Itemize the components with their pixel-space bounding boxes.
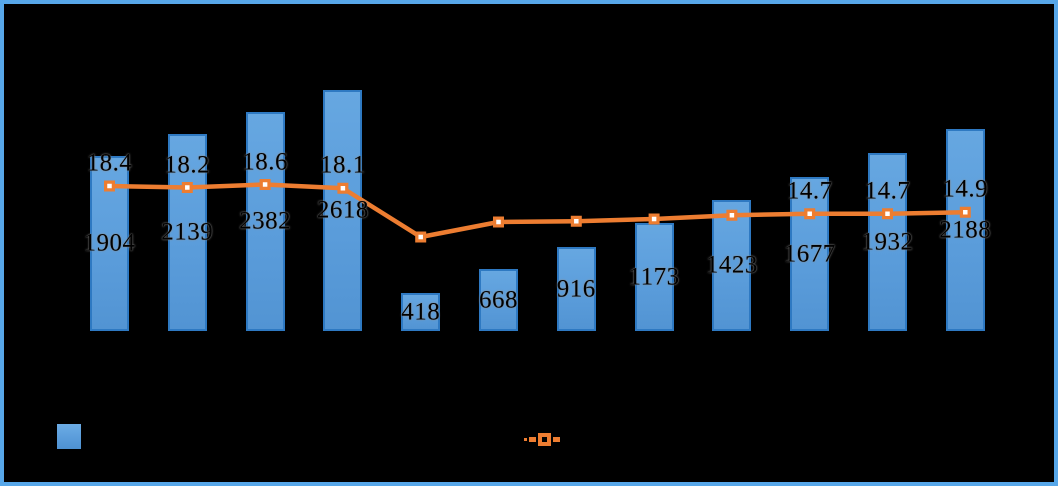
line-marker-center [107, 183, 112, 189]
bar-value-label: 418 [401, 298, 441, 326]
bar [323, 89, 363, 331]
line-marker-center [807, 211, 812, 216]
bar-value-label: 2382 [239, 207, 292, 235]
line-marker-center [340, 186, 346, 191]
legend-line-dash [553, 437, 560, 442]
legend-line-dot [524, 438, 527, 441]
line-value-label: 18.4 [86, 149, 133, 177]
line-marker-center [963, 210, 968, 215]
bar-value-label: 1423 [705, 251, 758, 279]
legend-line-marker-icon [538, 433, 551, 446]
bar [479, 269, 518, 331]
trend-line [109, 182, 966, 240]
line-marker-center [418, 234, 423, 240]
bar [790, 176, 830, 331]
line-marker-center [885, 211, 890, 216]
bar-value-label: 668 [479, 286, 518, 314]
legend-line-dash [529, 437, 536, 442]
bar-value-label: 1173 [628, 263, 680, 291]
legend-bar-swatch [57, 424, 81, 449]
bar-value-label: 2618 [316, 196, 369, 224]
bar [245, 111, 285, 331]
line-value-label: 18.1 [320, 151, 366, 179]
line-value-label: 18.6 [242, 148, 288, 175]
bar-value-label: 2139 [161, 218, 214, 246]
bar-value-label: 916 [556, 275, 596, 303]
bar-value-label: 2188 [939, 216, 992, 244]
bar [868, 153, 907, 331]
bar-value-label: 1677 [783, 240, 836, 268]
line-value-label: 14.7 [864, 177, 911, 205]
line-marker-center [574, 219, 579, 224]
bar [401, 292, 441, 331]
line-marker-center [496, 219, 501, 225]
line-marker-center [262, 182, 268, 187]
line-marker-center [651, 216, 657, 222]
bar-value-label: 1904 [83, 229, 136, 257]
bar [945, 129, 985, 331]
bar [712, 199, 752, 331]
line-marker-center [185, 185, 190, 190]
bar [167, 133, 207, 331]
line-value-label: 14.9 [942, 175, 989, 203]
bar [556, 246, 596, 331]
line-marker-center [729, 213, 735, 218]
legend-line-swatch [520, 430, 565, 450]
line-value-label: 14.7 [786, 177, 833, 205]
line-value-label: 18.2 [164, 151, 211, 178]
bar-value-label: 1932 [861, 228, 914, 256]
